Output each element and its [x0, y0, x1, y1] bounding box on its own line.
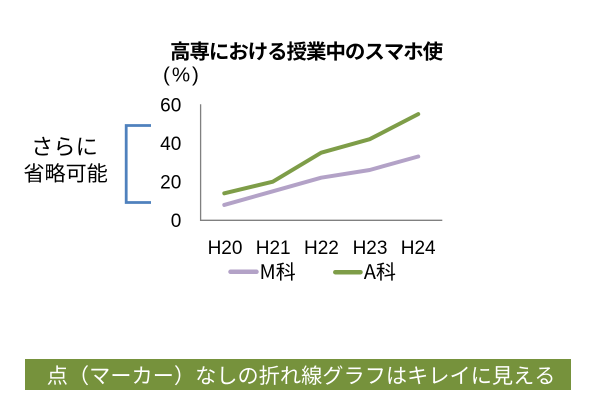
svg-text:H21: H21 — [256, 238, 291, 259]
svg-text:0: 0 — [171, 211, 182, 232]
svg-text:60: 60 — [160, 95, 181, 116]
svg-text:H20: H20 — [208, 238, 243, 259]
svg-text:H22: H22 — [304, 238, 339, 259]
svg-text:40: 40 — [160, 134, 181, 155]
svg-text:H24: H24 — [401, 238, 436, 259]
svg-text:(%): (%) — [163, 63, 201, 86]
svg-text:H23: H23 — [353, 238, 388, 259]
svg-text:20: 20 — [160, 173, 181, 194]
